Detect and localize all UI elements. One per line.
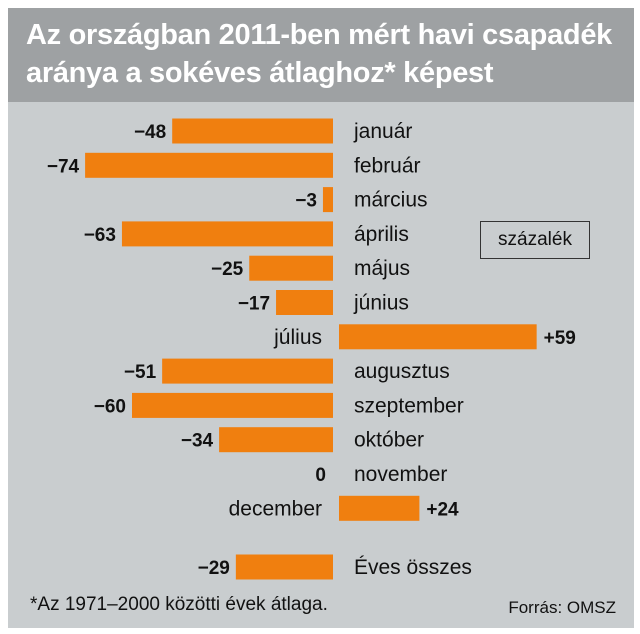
bar-6 bbox=[339, 324, 537, 350]
footnote: *Az 1971–2000 közötti évek átlaga. bbox=[30, 594, 328, 615]
value-label-10: 0 bbox=[315, 465, 326, 486]
value-label-11: +24 bbox=[426, 499, 459, 520]
category-label-10: november bbox=[354, 463, 447, 486]
value-label-5: −17 bbox=[238, 294, 270, 315]
category-label-9: október bbox=[354, 429, 424, 452]
value-label-1: −74 bbox=[47, 156, 80, 177]
bar-11 bbox=[339, 495, 420, 521]
chart-header: Az országban 2011-ben mért havi csapadék… bbox=[8, 8, 634, 102]
bar-3 bbox=[121, 221, 333, 247]
chart-title-line-2: aránya a sokéves átlaghoz* képest bbox=[26, 57, 494, 89]
value-label-7: −51 bbox=[124, 362, 157, 383]
value-label-8: −60 bbox=[94, 396, 126, 417]
category-label-6: július bbox=[273, 326, 322, 349]
value-label-2: −3 bbox=[295, 191, 317, 212]
unit-label-box: százalék bbox=[480, 221, 590, 259]
category-label-total: Éves összes bbox=[354, 556, 472, 579]
bar-1 bbox=[85, 152, 333, 178]
chart-title: Az országban 2011-ben mért havi csapadék… bbox=[26, 16, 626, 92]
bar-total bbox=[235, 554, 333, 580]
category-label-4: május bbox=[354, 257, 410, 280]
source-label: Forrás: OMSZ bbox=[508, 598, 616, 617]
category-label-11: december bbox=[229, 497, 322, 520]
category-label-1: február bbox=[354, 154, 421, 177]
bar-chart: −48 január −74 február −3 március −63 április −2… bbox=[47, 118, 576, 580]
category-label-2: március bbox=[354, 189, 428, 212]
value-label-0: −48 bbox=[134, 122, 166, 143]
value-label-total: −29 bbox=[198, 558, 230, 579]
value-label-4: −25 bbox=[211, 259, 244, 280]
category-label-0: január bbox=[353, 120, 412, 143]
chart-frame: Az országban 2011-ben mért havi csapadék… bbox=[8, 8, 634, 628]
category-label-3: április bbox=[354, 223, 409, 246]
category-label-7: augusztus bbox=[354, 360, 450, 383]
bar-2 bbox=[322, 187, 333, 213]
category-label-8: szeptember bbox=[354, 394, 464, 417]
bar-9 bbox=[219, 427, 333, 453]
value-label-9: −34 bbox=[181, 431, 214, 452]
bar-0 bbox=[172, 118, 333, 144]
bar-8 bbox=[132, 392, 333, 418]
bar-4 bbox=[249, 255, 333, 281]
bar-5 bbox=[276, 290, 333, 315]
category-label-5: június bbox=[353, 292, 409, 315]
value-label-6: +59 bbox=[544, 328, 576, 349]
bar-7 bbox=[162, 358, 333, 384]
chart-title-line-1: Az országban 2011-ben mért havi csapadék bbox=[26, 19, 612, 51]
value-label-3: −63 bbox=[84, 225, 116, 246]
